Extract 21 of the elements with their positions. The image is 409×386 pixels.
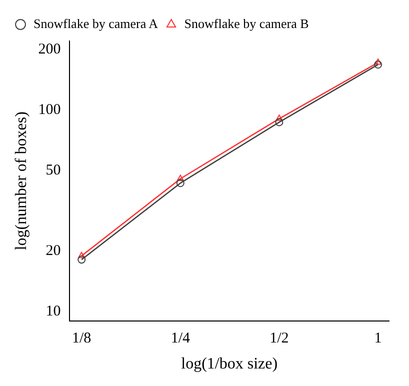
- y-tick-label: 10: [46, 304, 61, 320]
- x-tick-label: 1/4: [170, 330, 190, 347]
- y-tick-label: 100: [38, 102, 61, 118]
- point: [78, 256, 86, 264]
- y-tick-label: 20: [46, 242, 61, 259]
- point: [78, 252, 86, 258]
- point: [275, 118, 284, 126]
- y-tick-label: 200: [38, 41, 61, 58]
- point: [176, 179, 184, 188]
- x-axis-title: log(1/box size): [181, 356, 278, 373]
- legend-label: Snowflake by camera A: [34, 16, 159, 31]
- x-tick-label: 1/2: [270, 330, 289, 347]
- point: [374, 60, 382, 69]
- point: [176, 174, 184, 182]
- legend-label: Snowflake by camera B: [184, 16, 310, 31]
- point: [276, 114, 283, 121]
- point: [374, 58, 382, 65]
- y-axis-title: log(number of boxes): [12, 112, 30, 250]
- y-tick-label: 50: [46, 162, 61, 179]
- x-tick-label: 1: [374, 330, 382, 347]
- x-tick-label: 1/8: [72, 330, 92, 347]
